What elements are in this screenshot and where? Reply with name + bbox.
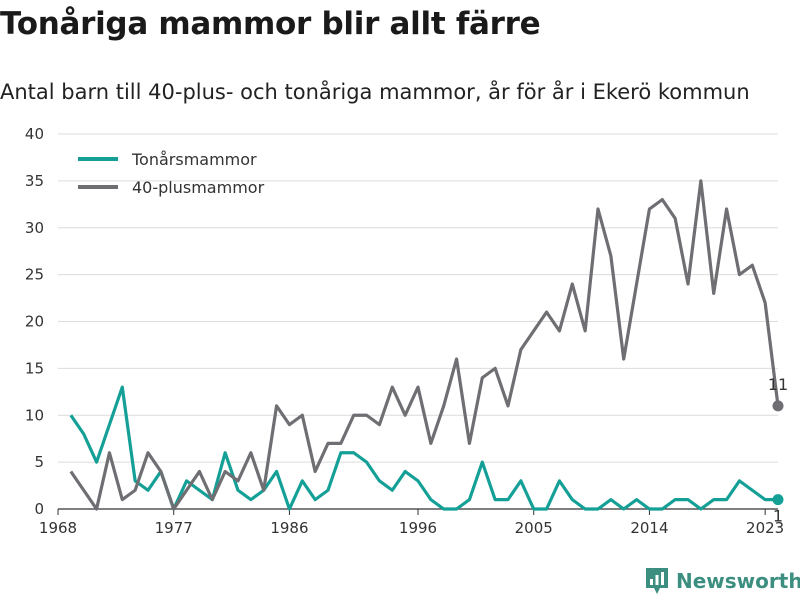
newsworthy-icon <box>646 568 668 594</box>
newsworthy-logo: Newsworthy <box>644 566 800 596</box>
x-tick-label: 2014 <box>630 519 668 537</box>
series-lines: 111 <box>69 179 788 526</box>
x-tick-label: 1977 <box>155 519 193 537</box>
y-tick-label: 15 <box>25 359 44 377</box>
series-line-Tonårsmammor <box>69 385 778 511</box>
y-tick-label: 20 <box>25 313 44 331</box>
series-end-point <box>772 494 784 506</box>
y-tick-label: 0 <box>34 500 44 518</box>
y-tick-label: 40 <box>25 125 44 143</box>
x-axis: 1968 1977 1986 1996 2005 2014 2023 <box>39 509 784 537</box>
line-chart: 0 5 10 15 20 25 30 35 40 1968 1977 1986 1996 2005 201… <box>25 125 788 537</box>
series-end-label: 11 <box>768 375 788 394</box>
x-tick-label: 1996 <box>399 519 437 537</box>
y-tick-label: 30 <box>25 219 44 237</box>
y-tick-label: 5 <box>34 453 44 471</box>
series-end-point <box>772 400 784 412</box>
grid-lines <box>58 133 778 510</box>
y-axis-ticks: 0 5 10 15 20 25 30 35 40 <box>25 125 44 518</box>
x-tick-label: 1986 <box>270 519 308 537</box>
legend: Tonårsmammor 40-plusmammor <box>78 150 265 197</box>
y-tick-label: 10 <box>25 406 44 424</box>
series-line-40-plusmammor <box>69 179 780 511</box>
chart-subtitle: Antal barn till 40-plus- och tonåriga ma… <box>0 80 750 104</box>
legend-entry: 40-plusmammor <box>132 178 265 197</box>
x-tick-label: 1968 <box>39 519 77 537</box>
chart-title: Tonåriga mammor blir allt färre <box>0 6 541 42</box>
x-tick-label: 2023 <box>746 519 784 537</box>
x-tick-label: 2005 <box>515 519 553 537</box>
series-end-label: 1 <box>773 507 783 526</box>
y-tick-label: 25 <box>25 266 44 284</box>
legend-entry: Tonårsmammor <box>131 150 257 169</box>
y-tick-label: 35 <box>25 172 44 190</box>
brand-name: Newsworthy <box>676 569 800 593</box>
